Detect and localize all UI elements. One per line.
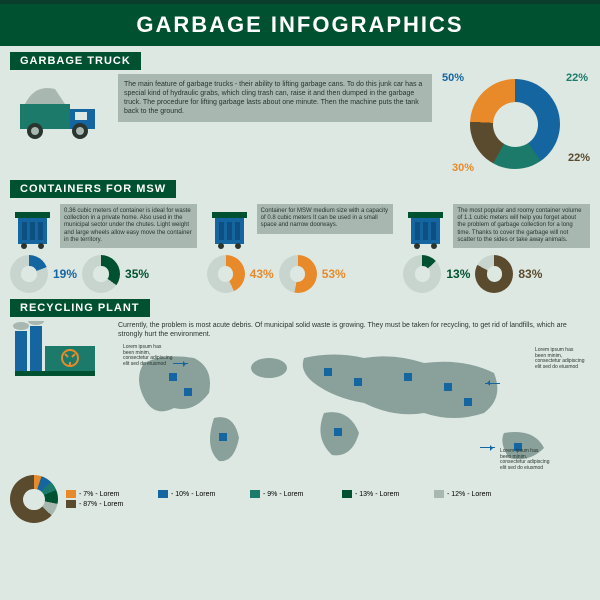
container-description: The most popular and roomy container vol… — [453, 204, 590, 248]
garbage-truck-icon — [10, 74, 110, 144]
mini-donut-label: 43% — [250, 267, 274, 281]
legend-swatch — [66, 490, 76, 498]
page-title: GARBAGE INFOGRAPHICS — [0, 0, 600, 46]
legend-swatch — [342, 490, 352, 498]
donut-segment-label: 50% — [442, 72, 464, 84]
container-column: 0.36 cubic meters of container is ideal … — [10, 204, 197, 293]
map-arrow-icon — [173, 363, 188, 364]
legend-swatch — [434, 490, 444, 498]
mini-donut-label: 13% — [446, 267, 470, 281]
donut-segment-label: 22% — [568, 152, 590, 164]
container-mini-donut — [10, 255, 48, 293]
legend-swatch — [66, 500, 76, 508]
legend-label: - 9% - Lorem — [263, 491, 303, 498]
legend-label: - 13% - Lorem — [355, 491, 399, 498]
legend-swatch — [250, 490, 260, 498]
mini-donut-label: 83% — [518, 267, 542, 281]
legend-item: - 10% - Lorem — [158, 490, 238, 498]
bin-icon — [207, 204, 252, 249]
recycling-plant-icon — [10, 321, 100, 381]
container-mini-donut — [403, 255, 441, 293]
legend-label: - 7% - Lorem — [79, 491, 119, 498]
section-title-recycling: RECYCLING PLANT — [10, 299, 150, 317]
legend-label: - 12% - Lorem — [447, 491, 491, 498]
legend-item: - 12% - Lorem — [434, 490, 514, 498]
legend-label: - 87% - Lorem — [79, 501, 123, 508]
recycling-donut-chart — [10, 475, 58, 523]
container-mini-donut — [207, 255, 245, 293]
mini-donut-label: 19% — [53, 267, 77, 281]
map-arrow-icon — [480, 447, 495, 448]
container-mini-donut — [279, 255, 317, 293]
bin-icon — [403, 204, 448, 249]
truck-description: The main feature of garbage trucks - the… — [118, 74, 432, 122]
map-note-1: Lorem ipsum has been minim, consectetur … — [123, 345, 173, 367]
legend-item: - 13% - Lorem — [342, 490, 422, 498]
container-description: 0.36 cubic meters of container is ideal … — [60, 204, 197, 248]
world-map: Lorem ipsum has been minim, consectetur … — [118, 343, 590, 473]
legend-item: - 87% - Lorem — [66, 500, 146, 508]
bin-icon — [10, 204, 55, 249]
legend-swatch — [158, 490, 168, 498]
legend-item: - 9% - Lorem — [250, 490, 330, 498]
container-description: Container for MSW medium size with a cap… — [257, 204, 394, 234]
section-title-truck: GARBAGE TRUCK — [10, 52, 141, 70]
mini-donut-label: 53% — [322, 267, 346, 281]
map-note-2: Lorem ipsum has been minim, consectetur … — [535, 348, 585, 370]
container-column: The most popular and roomy container vol… — [403, 204, 590, 293]
map-note-3: Lorem ipsum has been minim, consectetur … — [500, 449, 550, 471]
recycling-legend: - 7% - Lorem - 10% - Lorem - 9% - Lorem - 1… — [66, 490, 590, 508]
section-title-containers: CONTAINERS FOR MSW — [10, 180, 176, 198]
mini-donut-label: 35% — [125, 267, 149, 281]
recycling-description: Currently, the problem is most acute deb… — [118, 321, 590, 339]
donut-segment-label: 30% — [452, 162, 474, 174]
truck-donut-chart: 50% 22% 22% 30% — [440, 74, 590, 174]
donut-segment-label: 22% — [566, 72, 588, 84]
legend-label: - 10% - Lorem — [171, 491, 215, 498]
container-mini-donut — [82, 255, 120, 293]
legend-item: - 7% - Lorem — [66, 490, 146, 498]
container-column: Container for MSW medium size with a cap… — [207, 204, 394, 293]
container-mini-donut — [475, 255, 513, 293]
